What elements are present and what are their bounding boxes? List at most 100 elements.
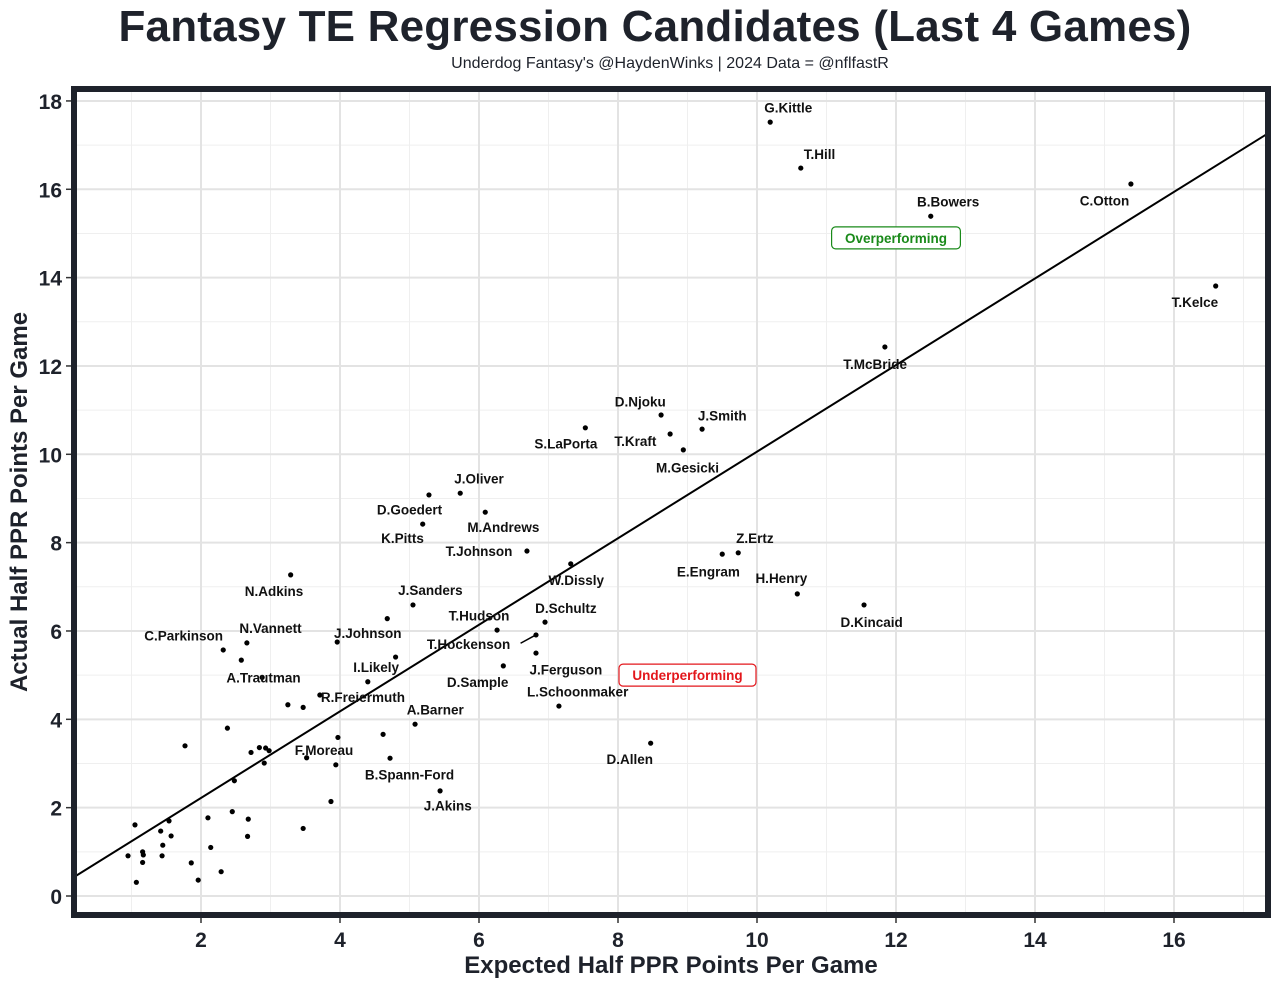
annotation-box [830,226,961,250]
data-point [658,412,664,418]
regression-line-group [74,132,1268,879]
data-point [166,818,172,824]
y-tick-label: 18 [39,91,63,114]
point-label: J.Smith [698,408,747,423]
data-point [494,627,500,633]
data-point [317,692,323,698]
data-point [412,721,418,727]
data-point [384,616,390,622]
point-label: T.Kraft [614,434,657,449]
point-label: J.Akins [424,798,472,813]
data-point [387,755,393,761]
data-point [437,788,443,794]
data-point [160,842,166,848]
data-point [699,426,705,432]
data-point [208,844,214,851]
point-label: M.Gesicki [656,461,719,476]
data-point [568,561,574,567]
point-label: J.Sanders [398,583,463,598]
data-point [524,548,530,554]
data-point [125,853,131,859]
data-point [238,657,244,663]
data-point [365,679,371,685]
regression-line [74,132,1268,879]
data-point [168,833,174,839]
data-point [256,744,262,751]
point-label: N.Vannett [239,621,302,636]
data-point [224,725,231,731]
data-point [680,447,686,453]
data-point [140,859,146,866]
data-point [229,809,235,815]
data-point [648,740,654,746]
y-axis-ticks: 0 2 4 6 8 10 12 14 16 18 [39,91,71,909]
data-point [482,509,488,515]
point-label: D.Allen [607,752,654,767]
data-point [667,431,673,437]
point-label: C.Otton [1080,193,1130,208]
point-label: B.Spann-Ford [365,768,454,783]
data-point [266,748,272,754]
minor-gridlines [74,89,1268,915]
point-label: N.Adkins [245,584,304,599]
point-label: I.Likely [353,660,399,675]
x-tick-label: 12 [884,929,907,952]
point-label: A.Trautman [226,670,300,685]
data-point [133,879,139,885]
point-label: S.LaPorta [534,436,598,451]
annotation-label: Overperforming [845,231,947,246]
data-point [767,119,773,125]
point-label: B.Bowers [917,195,979,210]
data-point [205,815,211,821]
data-point [218,869,224,875]
major-gridlines [74,89,1268,915]
data-point [457,490,463,496]
point-label: D.Sample [447,675,509,690]
data-point [245,816,251,822]
data-point [248,749,254,756]
data-point [195,877,201,883]
data-point [735,550,741,556]
x-tick-label: 4 [334,929,346,952]
data-point [335,734,341,741]
point-label: T.McBride [843,357,907,372]
plot-border [71,86,1271,918]
data-point [861,602,867,608]
data-point [300,825,306,832]
data-point [380,731,386,737]
data-point [426,492,432,498]
data-point [304,755,310,761]
data-point [882,344,888,350]
y-tick-label: 2 [50,798,62,821]
data-point [500,663,506,669]
point-label: H.Henry [755,571,807,586]
y-tick-label: 10 [39,444,62,467]
data-point [159,853,165,859]
y-tick-label: 12 [39,356,62,379]
point-label: R.Freiermuth [321,690,405,705]
chart-subtitle: Underdog Fantasy's @HaydenWinks | 2024 D… [451,55,889,72]
y-tick-label: 16 [39,179,62,202]
data-point [334,639,340,645]
point-label: J.Johnson [334,626,402,641]
y-tick-label: 4 [50,709,62,732]
data-point [333,762,339,768]
data-points [125,119,1219,885]
data-point [928,213,934,219]
data-point [259,674,265,680]
data-point [132,822,138,828]
data-point [542,619,548,625]
data-point [533,632,539,638]
data-point [140,852,146,858]
y-tick-label: 6 [50,621,62,644]
data-point [1213,283,1219,289]
data-point [188,860,194,866]
x-tick-label: 2 [195,929,207,952]
y-tick-label: 0 [50,886,62,909]
point-label: T.Kelce [1172,295,1219,310]
point-label: J.Oliver [454,472,504,487]
data-point [285,702,291,708]
data-point [719,551,725,557]
data-point [420,521,426,527]
